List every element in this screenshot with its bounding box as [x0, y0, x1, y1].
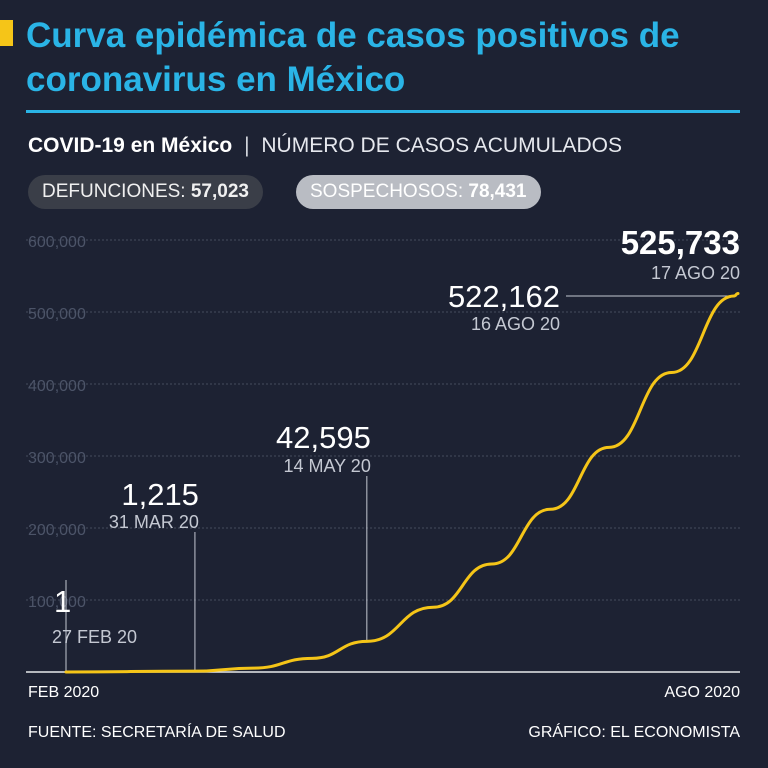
annotation-value: 1,215: [121, 477, 199, 512]
annotation-date: 14 MAY 20: [283, 456, 370, 476]
suspected-value: 78,431: [468, 181, 527, 202]
deaths-value: 57,023: [190, 181, 249, 202]
annotation-value: 522,162: [448, 279, 560, 314]
annotation-value: 42,595: [276, 420, 371, 455]
suspected-label: SOSPECHOSOS:: [310, 181, 464, 202]
annotation-lines: [65, 295, 735, 672]
annotation-date: 31 MAR 20: [109, 512, 199, 532]
subtitle-separator: |: [244, 134, 250, 157]
y-tick-label: 200,000: [28, 522, 86, 539]
y-tick-label: 500,000: [28, 306, 86, 323]
x-axis-start-label: FEB 2020: [28, 684, 99, 701]
y-tick-label: 400,000: [28, 378, 86, 395]
cases-series-line: [64, 291, 740, 674]
grid-layer: 100,000 200,000 300,000 400,000 500,000 600,0…: [26, 234, 740, 611]
y-tick-label: 600,000: [28, 234, 86, 251]
title-rule: [26, 110, 740, 113]
subtitle: COVID-19 en México | NÚMERO DE CASOS ACU…: [28, 133, 622, 159]
annotation-value: 1: [54, 584, 71, 619]
suspected-badge: SOSPECHOSOS: 78,431: [296, 175, 541, 209]
credit-note: GRÁFICO: EL ECONOMISTA: [528, 724, 740, 741]
x-axis-end-label: AGO 2020: [664, 684, 740, 701]
y-tick-label: 300,000: [28, 450, 86, 467]
axis-layer: FEB 2020 AGO 2020: [26, 671, 740, 701]
deaths-badge: DEFUNCIONES: 57,023: [28, 175, 263, 209]
y-tick-label: 100,000: [28, 594, 86, 611]
subtitle-main: COVID-19 en México: [28, 134, 233, 157]
annotation-date: 27 FEB 20: [52, 627, 137, 647]
annotation-value: 525,733: [621, 224, 740, 261]
annotation-date: 17 AGO 20: [651, 263, 740, 283]
source-note: FUENTE: SECRETARÍA DE SALUD: [28, 724, 286, 741]
accent-bar: [0, 20, 13, 46]
subtitle-measure: NÚMERO DE CASOS ACUMULADOS: [261, 134, 622, 157]
annotation-date: 16 AGO 20: [471, 314, 560, 334]
chart-title: Curva epidémica de casos positivos de co…: [26, 16, 680, 99]
deaths-label: DEFUNCIONES:: [42, 181, 186, 202]
